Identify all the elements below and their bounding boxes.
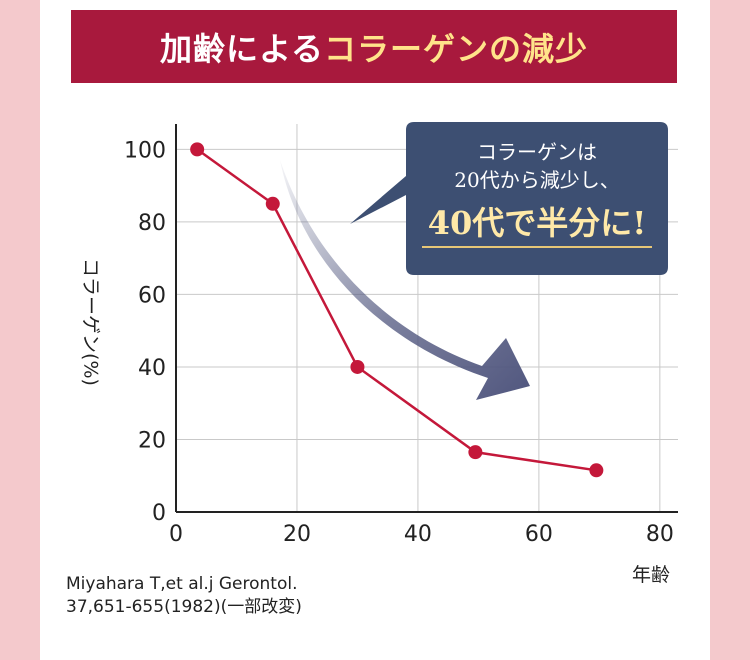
y-tick-label: 40 [138,356,166,381]
callout-shape [350,122,668,275]
data-point [350,359,365,374]
x-tick-label: 40 [404,522,432,547]
title-part-2: コラーゲンの減少 [324,29,589,68]
x-axis-label: 年齢 [632,564,671,586]
data-point [589,463,604,478]
y-tick-label: 80 [138,211,166,236]
data-point [265,196,280,211]
chart-series [190,142,604,478]
y-tick-label: 0 [152,501,166,526]
chart-axes [175,124,678,513]
callout-text: コラーゲンは 20代から減少し、 40代で半分に! [408,138,666,248]
chart-ticks: 0 20 40 60 80 100 0 20 40 60 80 [124,138,674,547]
decline-arrow-shape [280,160,530,400]
callout-line-3: 40代で半分に! [421,198,653,248]
data-point [190,142,205,157]
citation-line-2: 37,651-655(1982)(一部改変) [66,597,302,617]
data-point [468,445,483,460]
x-tick-label: 80 [646,522,674,547]
citation-line-1: Miyahara T,et al.j Gerontol. [66,574,298,594]
x-tick-label: 0 [169,522,183,547]
content-card [40,0,710,660]
title-part-1: 加齢による [159,29,325,68]
callout-line-1: コラーゲンは [477,140,597,164]
x-tick-label: 60 [525,522,553,547]
callout-line-2: 20代から減少し、 [454,168,620,192]
callout-box [350,122,668,275]
y-axis-label: コラーゲン(%) [79,258,102,386]
y-tick-label: 60 [138,283,166,308]
title-banner: 加齢による コラーゲンの減少 [71,10,677,83]
y-tick-label: 20 [138,428,166,453]
x-tick-label: 20 [283,522,311,547]
citation: Miyahara T,et al.j Gerontol. 37,651-655(… [66,573,302,619]
y-tick-label: 100 [124,138,166,163]
decline-arrow [280,160,530,400]
